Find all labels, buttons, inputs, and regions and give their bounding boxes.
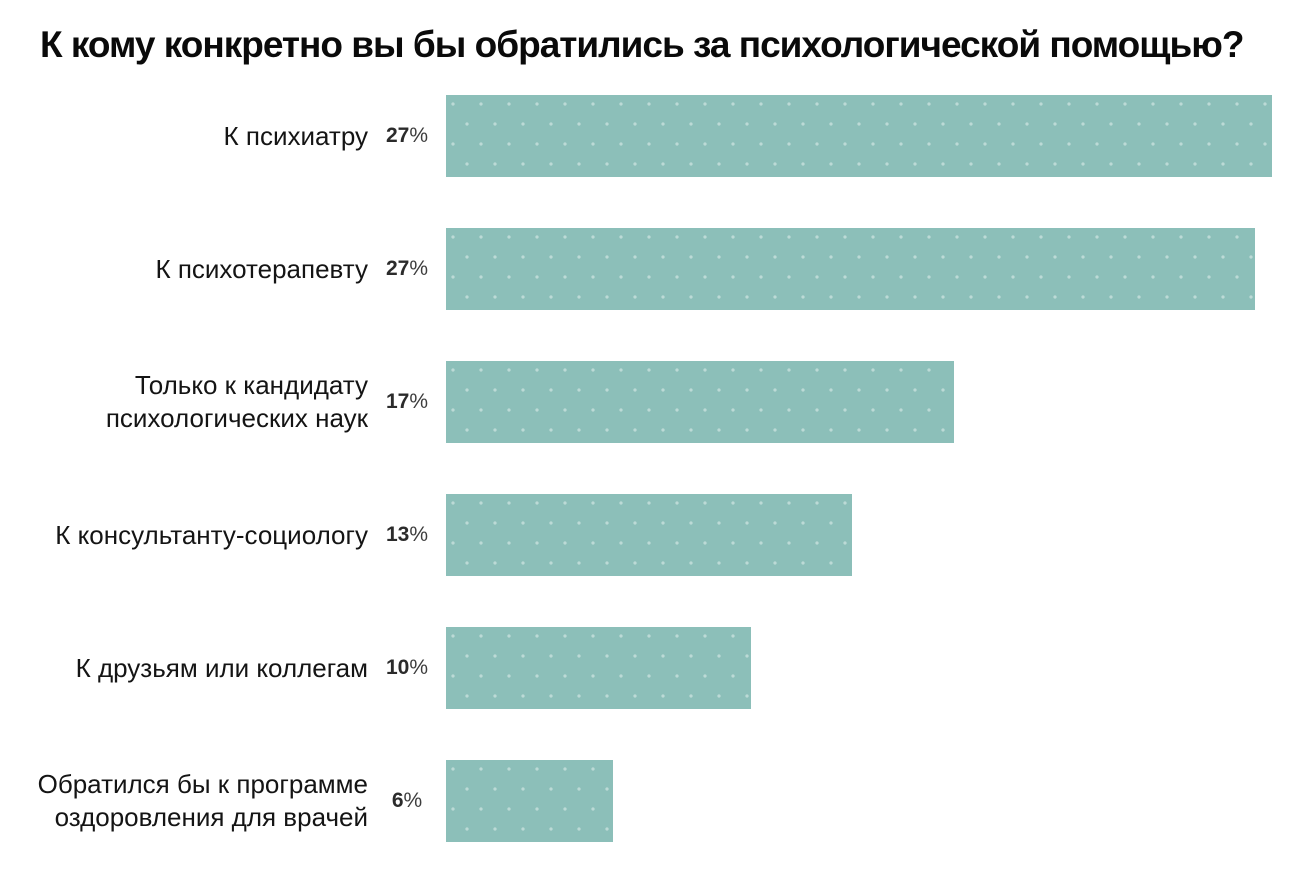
chart-row: К психотерапевту 27% — [0, 202, 1290, 335]
value-number: 6 — [391, 788, 404, 812]
value-number: 13 — [385, 522, 410, 546]
bar — [446, 227, 1255, 310]
bar-track — [446, 360, 1272, 443]
value-label: 6% — [368, 789, 446, 813]
percent-sign: % — [409, 522, 429, 546]
category-label: Только к кандидату психологических наук — [105, 370, 368, 433]
value-label: 17% — [368, 390, 446, 414]
chart-row: Только к кандидату психологических наук … — [0, 335, 1290, 468]
percent-sign: % — [409, 123, 429, 147]
value-number: 27 — [385, 123, 410, 147]
category-label: Обратился бы к программе оздоровления дл… — [37, 769, 368, 832]
bar-track — [446, 94, 1272, 177]
bar — [446, 360, 954, 443]
value-label: 13% — [368, 523, 446, 547]
bar — [446, 759, 613, 842]
chart-row: К психиатру 27% — [0, 69, 1290, 202]
category-label: К психотерапевту — [155, 253, 368, 284]
percent-sign: % — [403, 788, 423, 812]
value-label: 27% — [368, 257, 446, 281]
bar-track — [446, 626, 1272, 709]
bar — [446, 626, 751, 709]
bar — [446, 94, 1272, 177]
value-label: 10% — [368, 656, 446, 680]
category-label: К психиатру — [223, 120, 368, 151]
bar-track — [446, 227, 1272, 310]
bar — [446, 493, 853, 576]
chart-title: К кому конкретно вы бы обратились за пси… — [40, 24, 1244, 65]
category-label: К консультанту-социологу — [55, 519, 368, 550]
chart-row: К консультанту-социологу 13% — [0, 468, 1290, 601]
bar-track — [446, 493, 1272, 576]
bar-track — [446, 759, 1272, 842]
value-label: 27% — [368, 124, 446, 148]
value-number: 27 — [385, 256, 410, 280]
value-number: 17 — [385, 389, 410, 413]
chart-row: Обратился бы к программе оздоровления дл… — [0, 734, 1290, 867]
percent-sign: % — [409, 256, 429, 280]
percent-sign: % — [409, 389, 429, 413]
value-number: 10 — [385, 655, 410, 679]
category-label: К друзьям или коллегам — [75, 652, 368, 683]
chart-row: К друзьям или коллегам 10% — [0, 601, 1290, 734]
percent-sign: % — [409, 655, 429, 679]
chart-rows: К психиатру 27% К психотерапевту 27% Тол… — [0, 69, 1290, 878]
